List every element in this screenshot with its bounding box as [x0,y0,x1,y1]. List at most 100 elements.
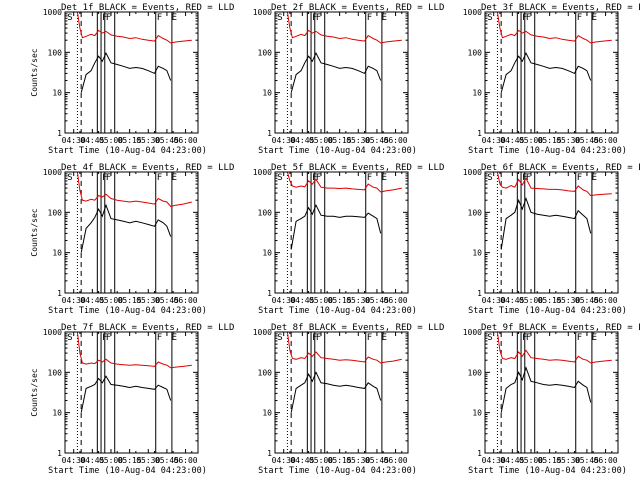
x-tick-label: 05:45 [575,296,599,305]
interval-marker: F [106,13,111,23]
x-tick-label: 05:45 [365,296,389,305]
interval-marker: E [382,333,387,343]
x-tick-label: 05:00 [519,456,543,465]
interval-marker: F [106,333,111,343]
x-tick-label: 04:45 [290,136,314,145]
x-tick-label: 05:45 [155,456,179,465]
interval-marker: S [277,173,282,183]
y-tick-label: 1000 [253,328,272,337]
interval-marker: S [487,173,492,183]
x-axis-label: Start Time (10-Aug-04 04:23:00) [48,146,207,156]
interval-marker: F [522,173,527,183]
x-tick-label: 04:45 [500,136,524,145]
series-line-lld [496,12,612,44]
plot-frame [64,171,199,294]
interval-marker: E [592,13,597,23]
interval-marker: E [382,173,387,183]
x-tick-label: 06:00 [594,136,618,145]
series-line-lld [286,172,402,193]
panel-title: Det 2f BLACK = Events, RED = LLD [271,3,444,13]
panel-title: Det 4f BLACK = Events, RED = LLD [61,163,234,173]
y-tick-label: 1000 [463,328,482,337]
x-tick-label: 05:45 [575,456,599,465]
interval-marker: F [526,333,531,343]
x-axis-label: Start Time (10-Aug-04 04:23:00) [468,306,627,316]
interval-marker: F [522,333,527,343]
interval-marker: F [312,13,317,23]
x-tick-label: 04:45 [290,456,314,465]
series-line-lld [76,12,192,44]
x-tick-label: 06:00 [384,456,408,465]
y-tick-label: 100 [48,208,63,217]
y-tick-label: 100 [48,368,63,377]
x-tick-label: 05:00 [519,296,543,305]
panel-title: Det 3f BLACK = Events, RED = LLD [481,3,640,13]
interval-marker: F [102,333,107,343]
x-tick-label: 05:30 [346,136,370,145]
y-tick-label: 100 [258,208,273,217]
interval-marker: F [577,333,582,343]
x-tick-label: 05:30 [136,136,160,145]
interval-marker: E [172,173,177,183]
interval-marker: F [102,13,107,23]
x-tick-label: 05:15 [538,296,562,305]
y-tick-label: 1000 [43,168,62,177]
x-tick-label: 06:00 [384,136,408,145]
panel-title: Det 9f BLACK = Events, RED = LLD [481,323,640,333]
y-tick-label: 1 [477,129,482,138]
x-axis-label: Start Time (10-Aug-04 04:23:00) [258,306,417,316]
x-tick-label: 06:00 [594,456,618,465]
interval-marker: F [316,333,321,343]
series-line-lld [76,332,192,369]
x-tick-label: 06:00 [174,136,198,145]
x-tick-label: 05:15 [538,136,562,145]
interval-marker: E [592,333,597,343]
x-axis-label: Start Time (10-Aug-04 04:23:00) [48,466,207,476]
x-axis-label: Start Time (10-Aug-04 04:23:00) [258,146,417,156]
y-tick-label: 1 [477,289,482,298]
x-axis-label: Start Time (10-Aug-04 04:23:00) [258,466,417,476]
y-tick-label: 1 [267,289,272,298]
series-line-lld [76,172,192,207]
x-tick-label: 05:00 [309,136,333,145]
x-tick-label: 05:45 [365,456,389,465]
x-tick-label: 05:15 [118,136,142,145]
y-tick-label: 1 [57,449,62,458]
x-tick-label: 05:15 [328,136,352,145]
x-tick-label: 04:45 [500,296,524,305]
y-tick-label: 100 [468,208,483,217]
x-tick-label: 04:45 [80,296,104,305]
x-tick-label: 05:45 [155,296,179,305]
series-line-events [290,371,382,413]
interval-marker: F [522,13,527,23]
y-tick-label: 100 [468,368,483,377]
y-tick-label: 10 [472,409,482,418]
series-line-events [500,366,592,413]
x-tick-label: 04:30 [272,456,296,465]
x-axis-label: Start Time (10-Aug-04 04:23:00) [468,146,627,156]
interval-marker: F [157,13,162,23]
x-tick-label: 06:00 [174,296,198,305]
interval-marker: S [277,13,282,23]
y-tick-label: 10 [262,249,272,258]
x-tick-label: 05:45 [575,136,599,145]
y-tick-label: 1000 [253,168,272,177]
x-tick-label: 05:15 [538,456,562,465]
series-line-events [290,203,382,250]
y-tick-label: 10 [52,409,62,418]
x-tick-label: 06:00 [384,296,408,305]
interval-marker: F [106,173,111,183]
interval-marker: F [312,173,317,183]
plot-frame [484,331,619,454]
y-tick-label: 10 [262,409,272,418]
x-tick-label: 05:00 [309,296,333,305]
x-tick-label: 05:15 [118,296,142,305]
interval-marker: E [382,13,387,23]
